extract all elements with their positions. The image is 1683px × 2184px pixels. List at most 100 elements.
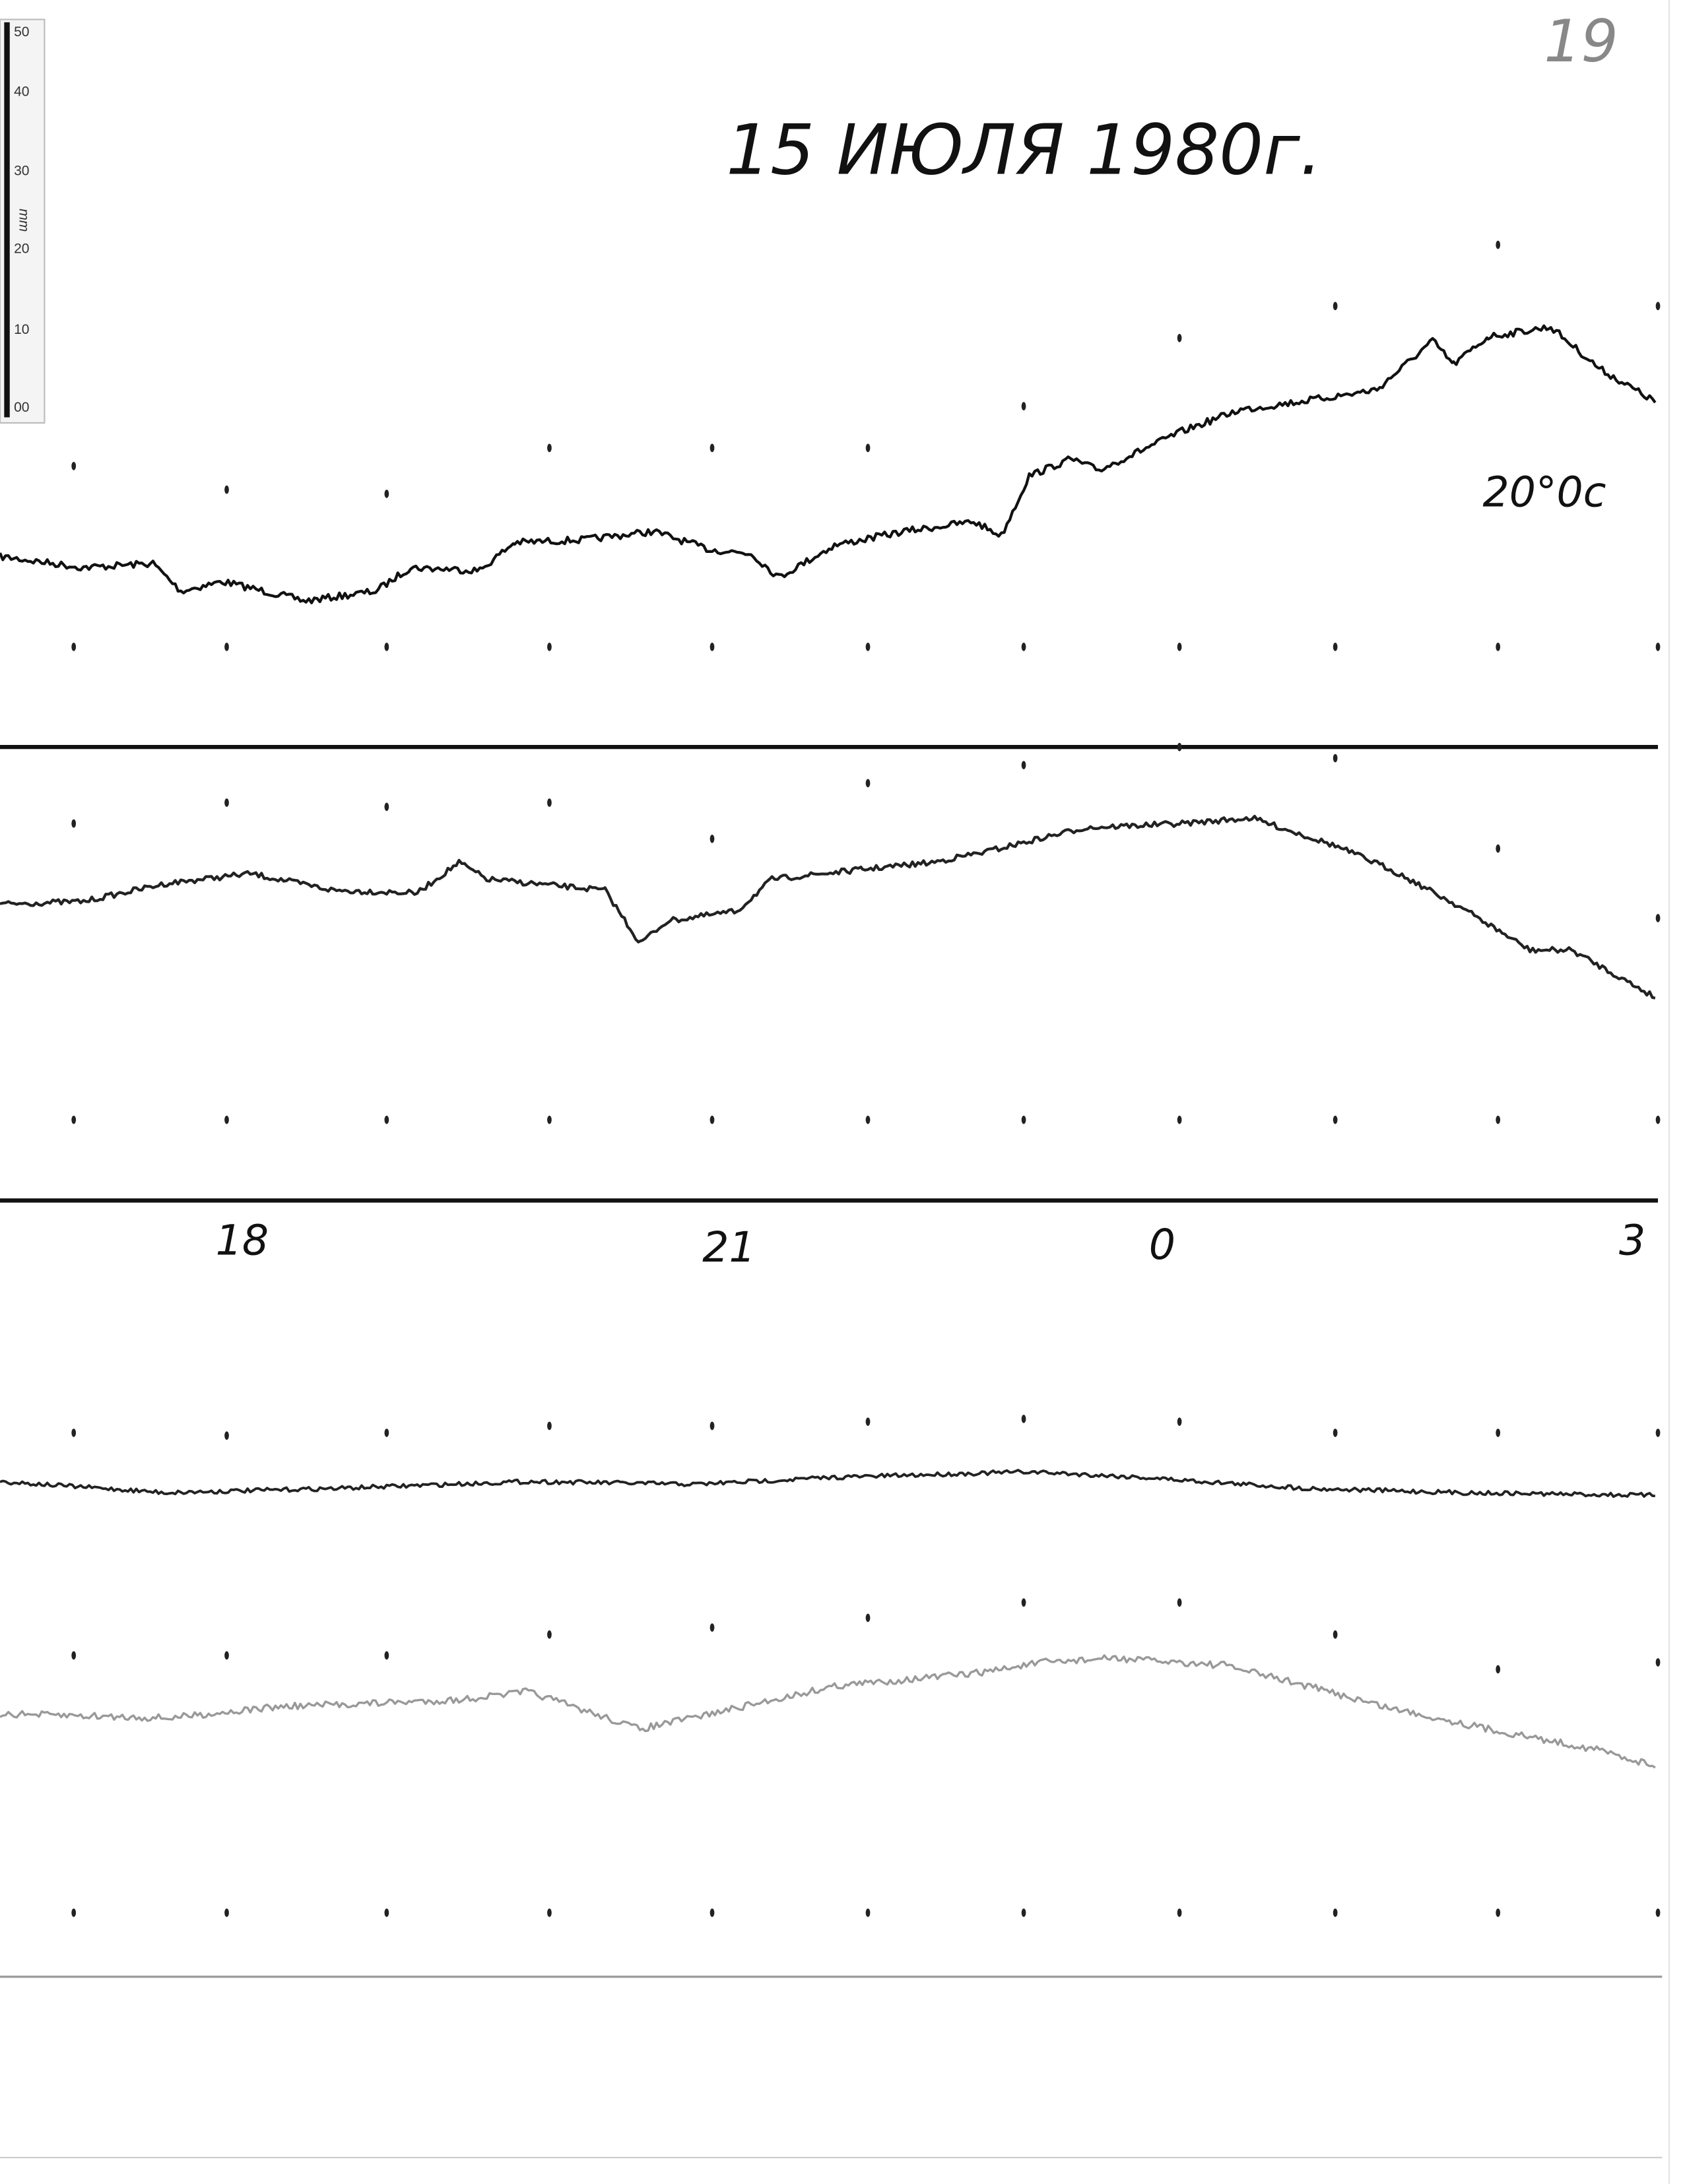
hour-mark	[224, 1651, 229, 1660]
hour-mark	[1021, 1908, 1026, 1917]
hour-mark	[1177, 1598, 1182, 1607]
ruler-label: 40	[14, 84, 29, 99]
hour-mark	[1177, 1417, 1182, 1426]
hour-mark	[384, 1429, 389, 1437]
hour-mark	[547, 1115, 552, 1124]
hour-mark	[71, 819, 77, 828]
ruler: 50 40 30 20 10 00 mm	[0, 18, 46, 424]
hour-mark	[865, 443, 871, 453]
hour-mark	[1333, 643, 1338, 651]
hour-mark	[384, 1651, 389, 1660]
ruler-label: 00	[14, 400, 29, 415]
hour-mark	[865, 643, 871, 651]
time-label: 18	[216, 1216, 269, 1265]
page-number: 19	[1544, 7, 1618, 75]
hour-mark	[865, 1115, 871, 1124]
title: 15 ИЮЛЯ 1980г.	[726, 110, 1322, 191]
hour-mark	[1496, 240, 1501, 249]
hour-mark	[71, 1115, 77, 1124]
hour-mark	[224, 1908, 229, 1917]
hour-mark	[710, 443, 715, 453]
hour-mark	[224, 1115, 229, 1124]
hour-mark	[1177, 1908, 1182, 1917]
hour-mark	[71, 1429, 77, 1437]
annotation: 20°0c	[1483, 467, 1606, 516]
hour-mark	[547, 1630, 552, 1639]
trace	[0, 324, 1657, 604]
ruler-bar	[4, 22, 10, 418]
hour-mark	[1333, 754, 1338, 763]
hour-mark	[1021, 643, 1026, 651]
hour-mark	[1655, 1115, 1661, 1124]
hour-mark	[865, 1417, 871, 1426]
ruler-label: 20	[14, 241, 29, 257]
ruler-unit: mm	[16, 209, 32, 232]
hour-mark	[547, 643, 552, 651]
hour-mark	[710, 1421, 715, 1430]
hour-mark	[1496, 643, 1501, 651]
hour-mark	[384, 643, 389, 651]
hour-mark	[71, 1651, 77, 1660]
hour-mark	[1177, 1115, 1182, 1124]
hour-mark	[384, 802, 389, 812]
hour-mark	[547, 798, 552, 807]
hour-mark	[1655, 1429, 1661, 1437]
hour-mark	[71, 461, 77, 470]
traces	[0, 324, 1657, 1769]
hour-marks	[71, 240, 1661, 1917]
hour-mark	[1021, 1415, 1026, 1423]
hour-mark	[1496, 844, 1501, 853]
ruler-label: 50	[14, 24, 29, 40]
hour-mark	[547, 443, 552, 453]
hour-mark	[384, 1115, 389, 1124]
hour-mark	[1177, 333, 1182, 342]
hour-mark	[1177, 742, 1182, 752]
hour-mark	[710, 1623, 715, 1632]
ruler-label: 10	[14, 322, 29, 337]
hour-mark	[1496, 1665, 1501, 1674]
hour-mark	[224, 643, 229, 651]
hour-mark	[71, 1908, 77, 1917]
hour-mark	[710, 1908, 715, 1917]
hour-mark	[1496, 1908, 1501, 1917]
trace	[0, 1469, 1655, 1498]
hour-mark	[71, 643, 77, 651]
hour-mark	[1333, 1630, 1338, 1639]
trace	[0, 1654, 1656, 1769]
hour-mark	[865, 779, 871, 788]
time-label: 3	[1619, 1216, 1645, 1265]
hour-mark	[1655, 1908, 1661, 1917]
hour-mark	[1496, 1429, 1501, 1437]
hour-mark	[1177, 643, 1182, 651]
hour-mark	[224, 798, 229, 807]
hour-mark	[547, 1421, 552, 1430]
hour-mark	[865, 1908, 871, 1917]
hour-mark	[384, 490, 389, 498]
trace	[0, 814, 1656, 1000]
hour-mark	[710, 1115, 715, 1124]
hour-mark	[547, 1908, 552, 1917]
hour-mark	[224, 1431, 229, 1440]
hour-mark	[1021, 1115, 1026, 1124]
hour-mark	[1021, 761, 1026, 769]
hour-mark	[1496, 1115, 1501, 1124]
hour-mark	[1655, 1658, 1661, 1667]
hour-mark	[224, 485, 229, 494]
hour-mark	[1021, 402, 1026, 410]
hour-mark	[1333, 1908, 1338, 1917]
hour-mark	[1021, 1598, 1026, 1607]
hour-mark	[1333, 1115, 1338, 1124]
hour-mark	[710, 834, 715, 843]
hour-mark	[1655, 302, 1661, 311]
hour-mark	[710, 643, 715, 651]
hour-mark	[1655, 643, 1661, 651]
time-label: 0	[1149, 1220, 1175, 1269]
ruler-label: 30	[14, 164, 29, 179]
time-label: 21	[702, 1223, 755, 1271]
hour-mark	[1333, 302, 1338, 311]
hour-mark	[384, 1908, 389, 1917]
hour-mark	[865, 1613, 871, 1622]
